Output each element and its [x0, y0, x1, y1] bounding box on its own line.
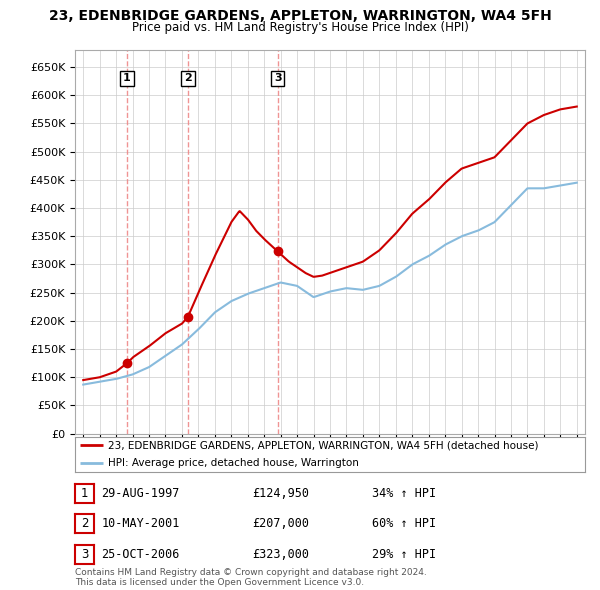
Text: 1: 1	[81, 487, 88, 500]
Text: 23, EDENBRIDGE GARDENS, APPLETON, WARRINGTON, WA4 5FH (detached house): 23, EDENBRIDGE GARDENS, APPLETON, WARRIN…	[108, 441, 539, 450]
Text: 10-MAY-2001: 10-MAY-2001	[101, 517, 180, 530]
Text: 23, EDENBRIDGE GARDENS, APPLETON, WARRINGTON, WA4 5FH: 23, EDENBRIDGE GARDENS, APPLETON, WARRIN…	[49, 9, 551, 23]
Text: £323,000: £323,000	[252, 548, 309, 561]
Text: 34% ↑ HPI: 34% ↑ HPI	[372, 487, 436, 500]
Text: 1: 1	[123, 73, 131, 83]
Text: 2: 2	[184, 73, 192, 83]
Text: 3: 3	[274, 73, 281, 83]
Text: £124,950: £124,950	[252, 487, 309, 500]
Text: 60% ↑ HPI: 60% ↑ HPI	[372, 517, 436, 530]
Text: 2: 2	[81, 517, 88, 530]
Text: Contains HM Land Registry data © Crown copyright and database right 2024.
This d: Contains HM Land Registry data © Crown c…	[75, 568, 427, 587]
Text: 3: 3	[81, 548, 88, 561]
Text: 29% ↑ HPI: 29% ↑ HPI	[372, 548, 436, 561]
Text: 25-OCT-2006: 25-OCT-2006	[101, 548, 180, 561]
Text: 29-AUG-1997: 29-AUG-1997	[101, 487, 180, 500]
Text: Price paid vs. HM Land Registry's House Price Index (HPI): Price paid vs. HM Land Registry's House …	[131, 21, 469, 34]
Text: HPI: Average price, detached house, Warrington: HPI: Average price, detached house, Warr…	[108, 458, 359, 468]
Text: £207,000: £207,000	[252, 517, 309, 530]
